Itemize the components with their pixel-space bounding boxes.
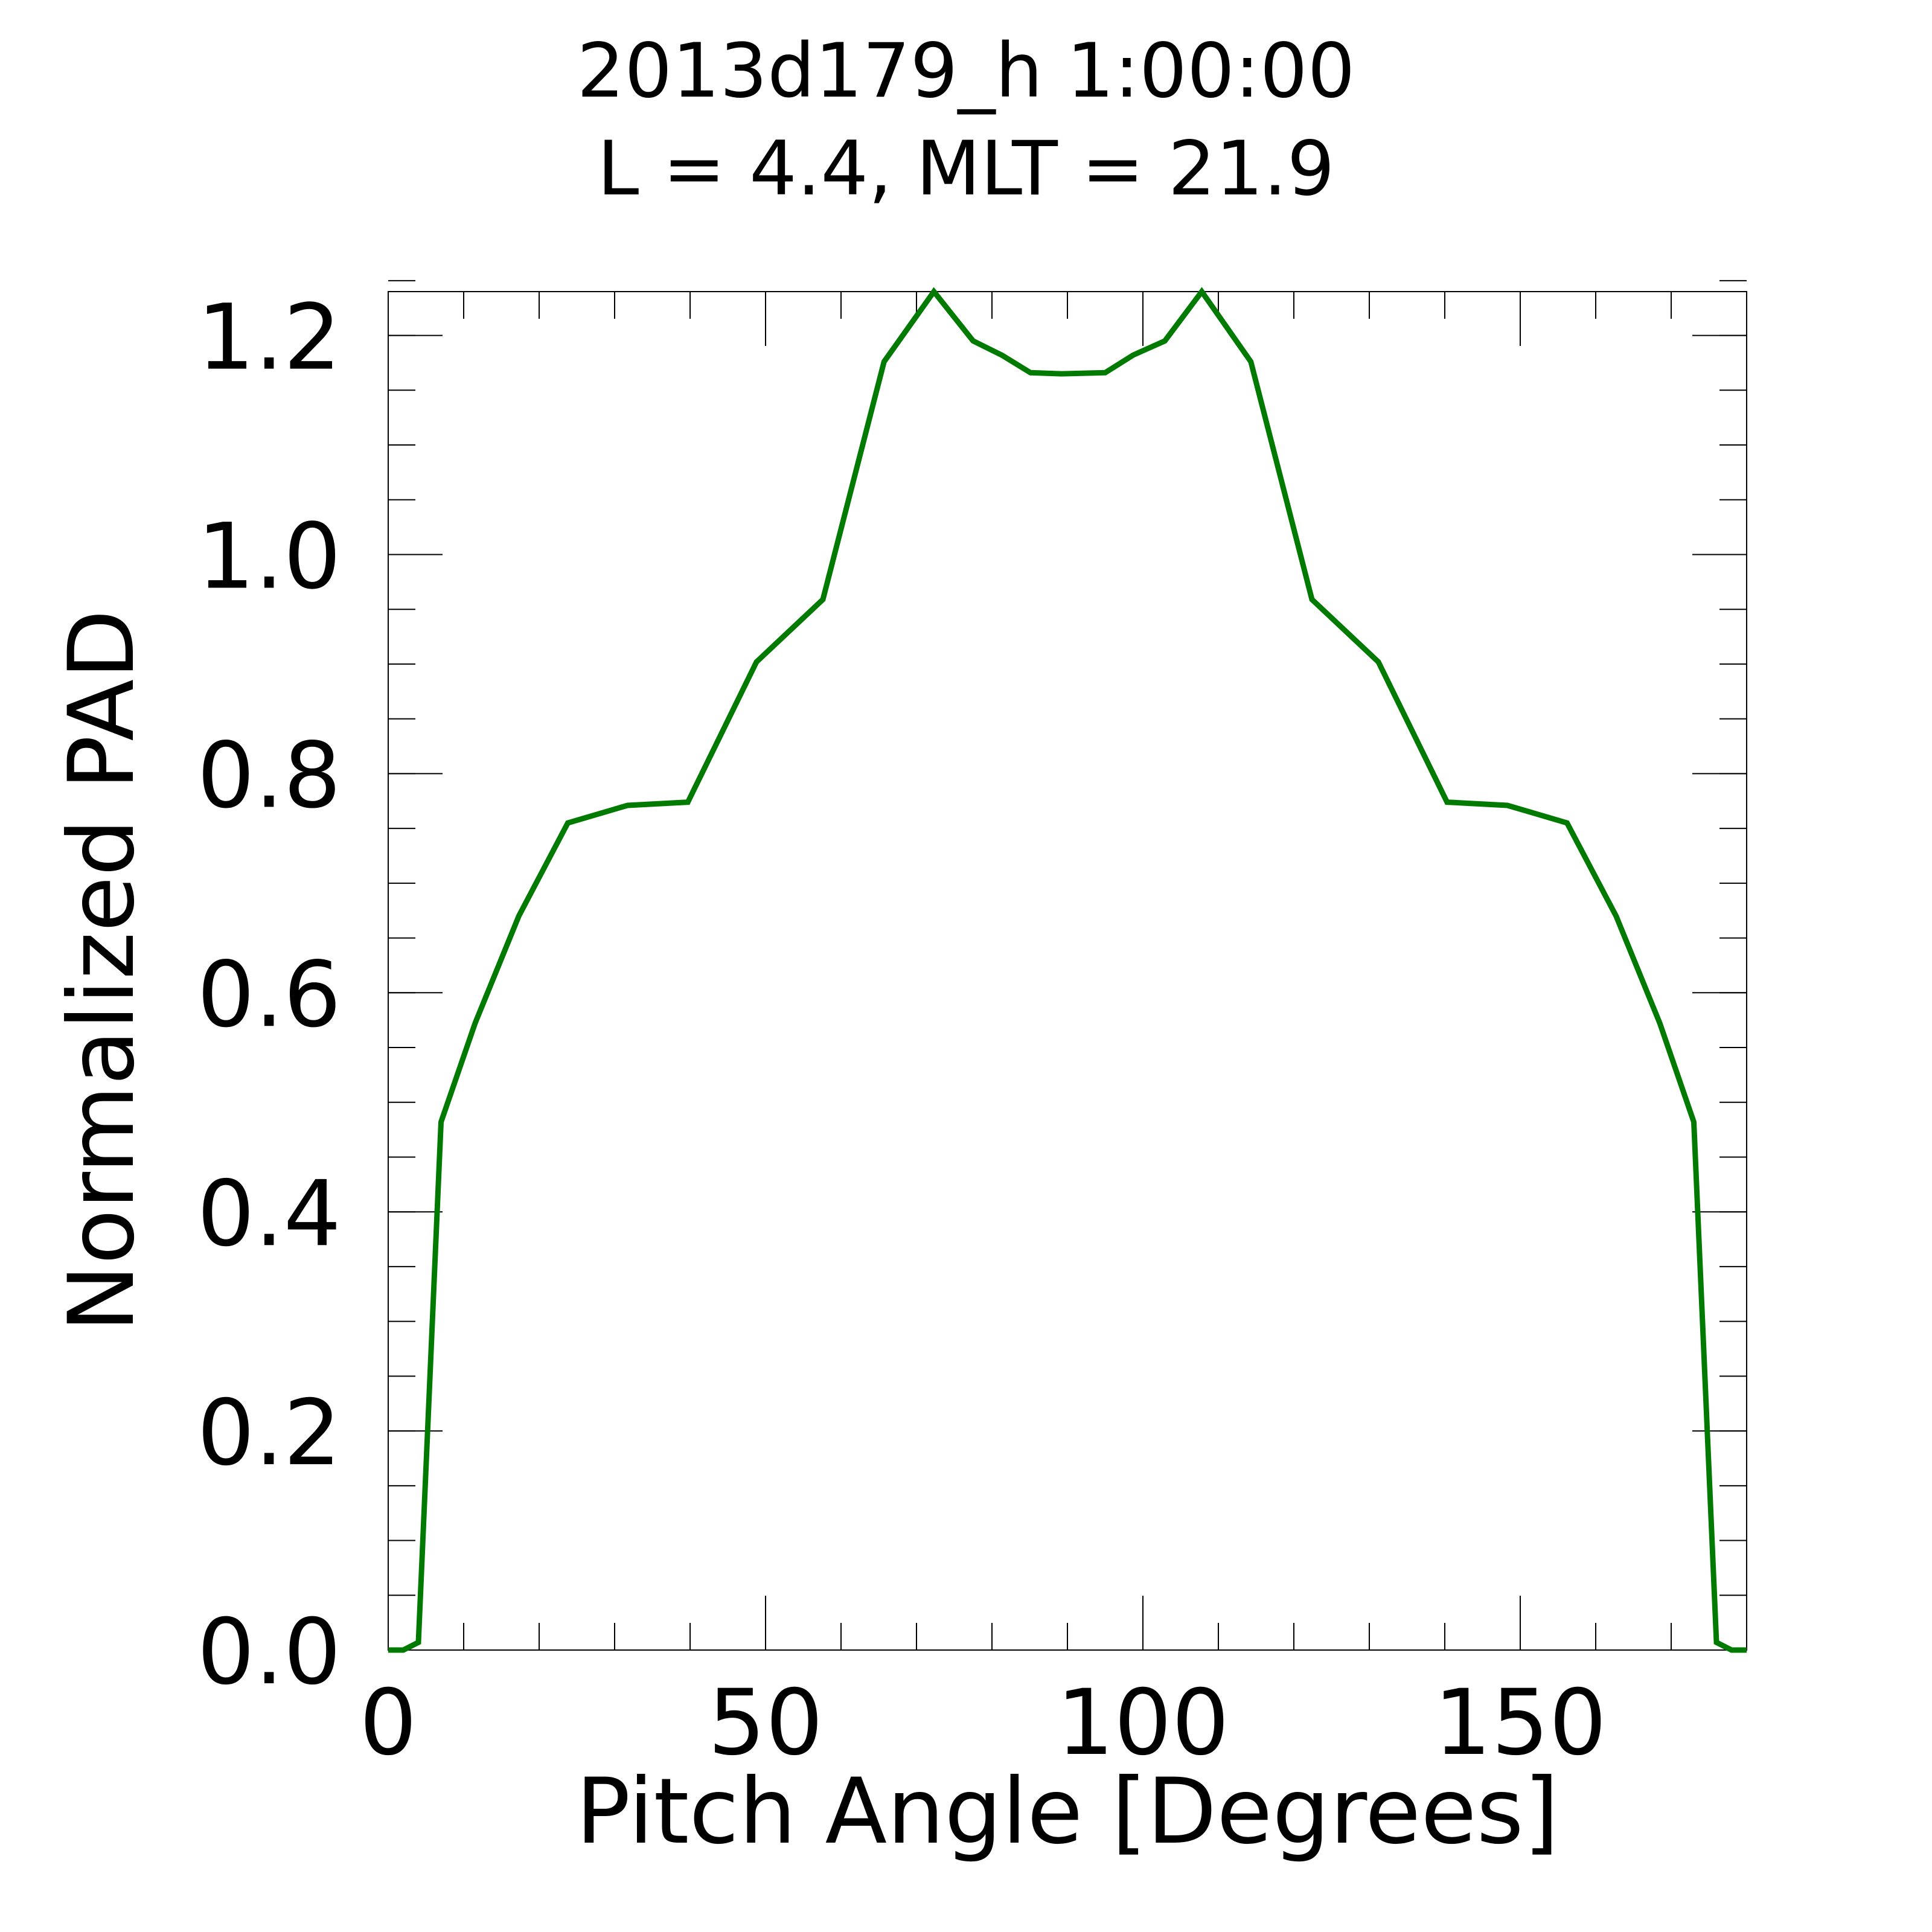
y-tick-label: 0.6	[197, 942, 341, 1048]
tick-labels: 0 50 100 150 0.0 0.2 0.4 0.6 0.8 1.0 1.2	[197, 286, 1607, 1776]
minor-ticks	[388, 280, 1747, 1651]
x-tick-label: 0	[359, 1671, 417, 1776]
x-axis-label: Pitch Angle [Degrees]	[576, 1759, 1559, 1864]
y-tick-label: 0.0	[197, 1600, 341, 1705]
y-tick-label: 1.0	[197, 504, 341, 609]
y-tick-label: 0.4	[197, 1162, 341, 1267]
chart-subtitle: L = 4.4, MLT = 21.9	[597, 126, 1334, 213]
x-tick-label: 50	[708, 1671, 824, 1776]
y-axis-label: Normalized PAD	[50, 609, 155, 1332]
x-tick-label: 100	[1057, 1671, 1229, 1776]
major-ticks	[388, 292, 1747, 1651]
y-tick-label: 0.8	[197, 723, 341, 828]
y-tick-label: 1.2	[197, 286, 341, 391]
y-tick-label: 0.2	[197, 1381, 341, 1486]
x-tick-label: 150	[1434, 1671, 1607, 1776]
plot-frame	[388, 291, 1747, 1651]
chart-title: 2013d179_h 1:00:00	[577, 28, 1355, 115]
pad-series-line	[388, 287, 1747, 1653]
